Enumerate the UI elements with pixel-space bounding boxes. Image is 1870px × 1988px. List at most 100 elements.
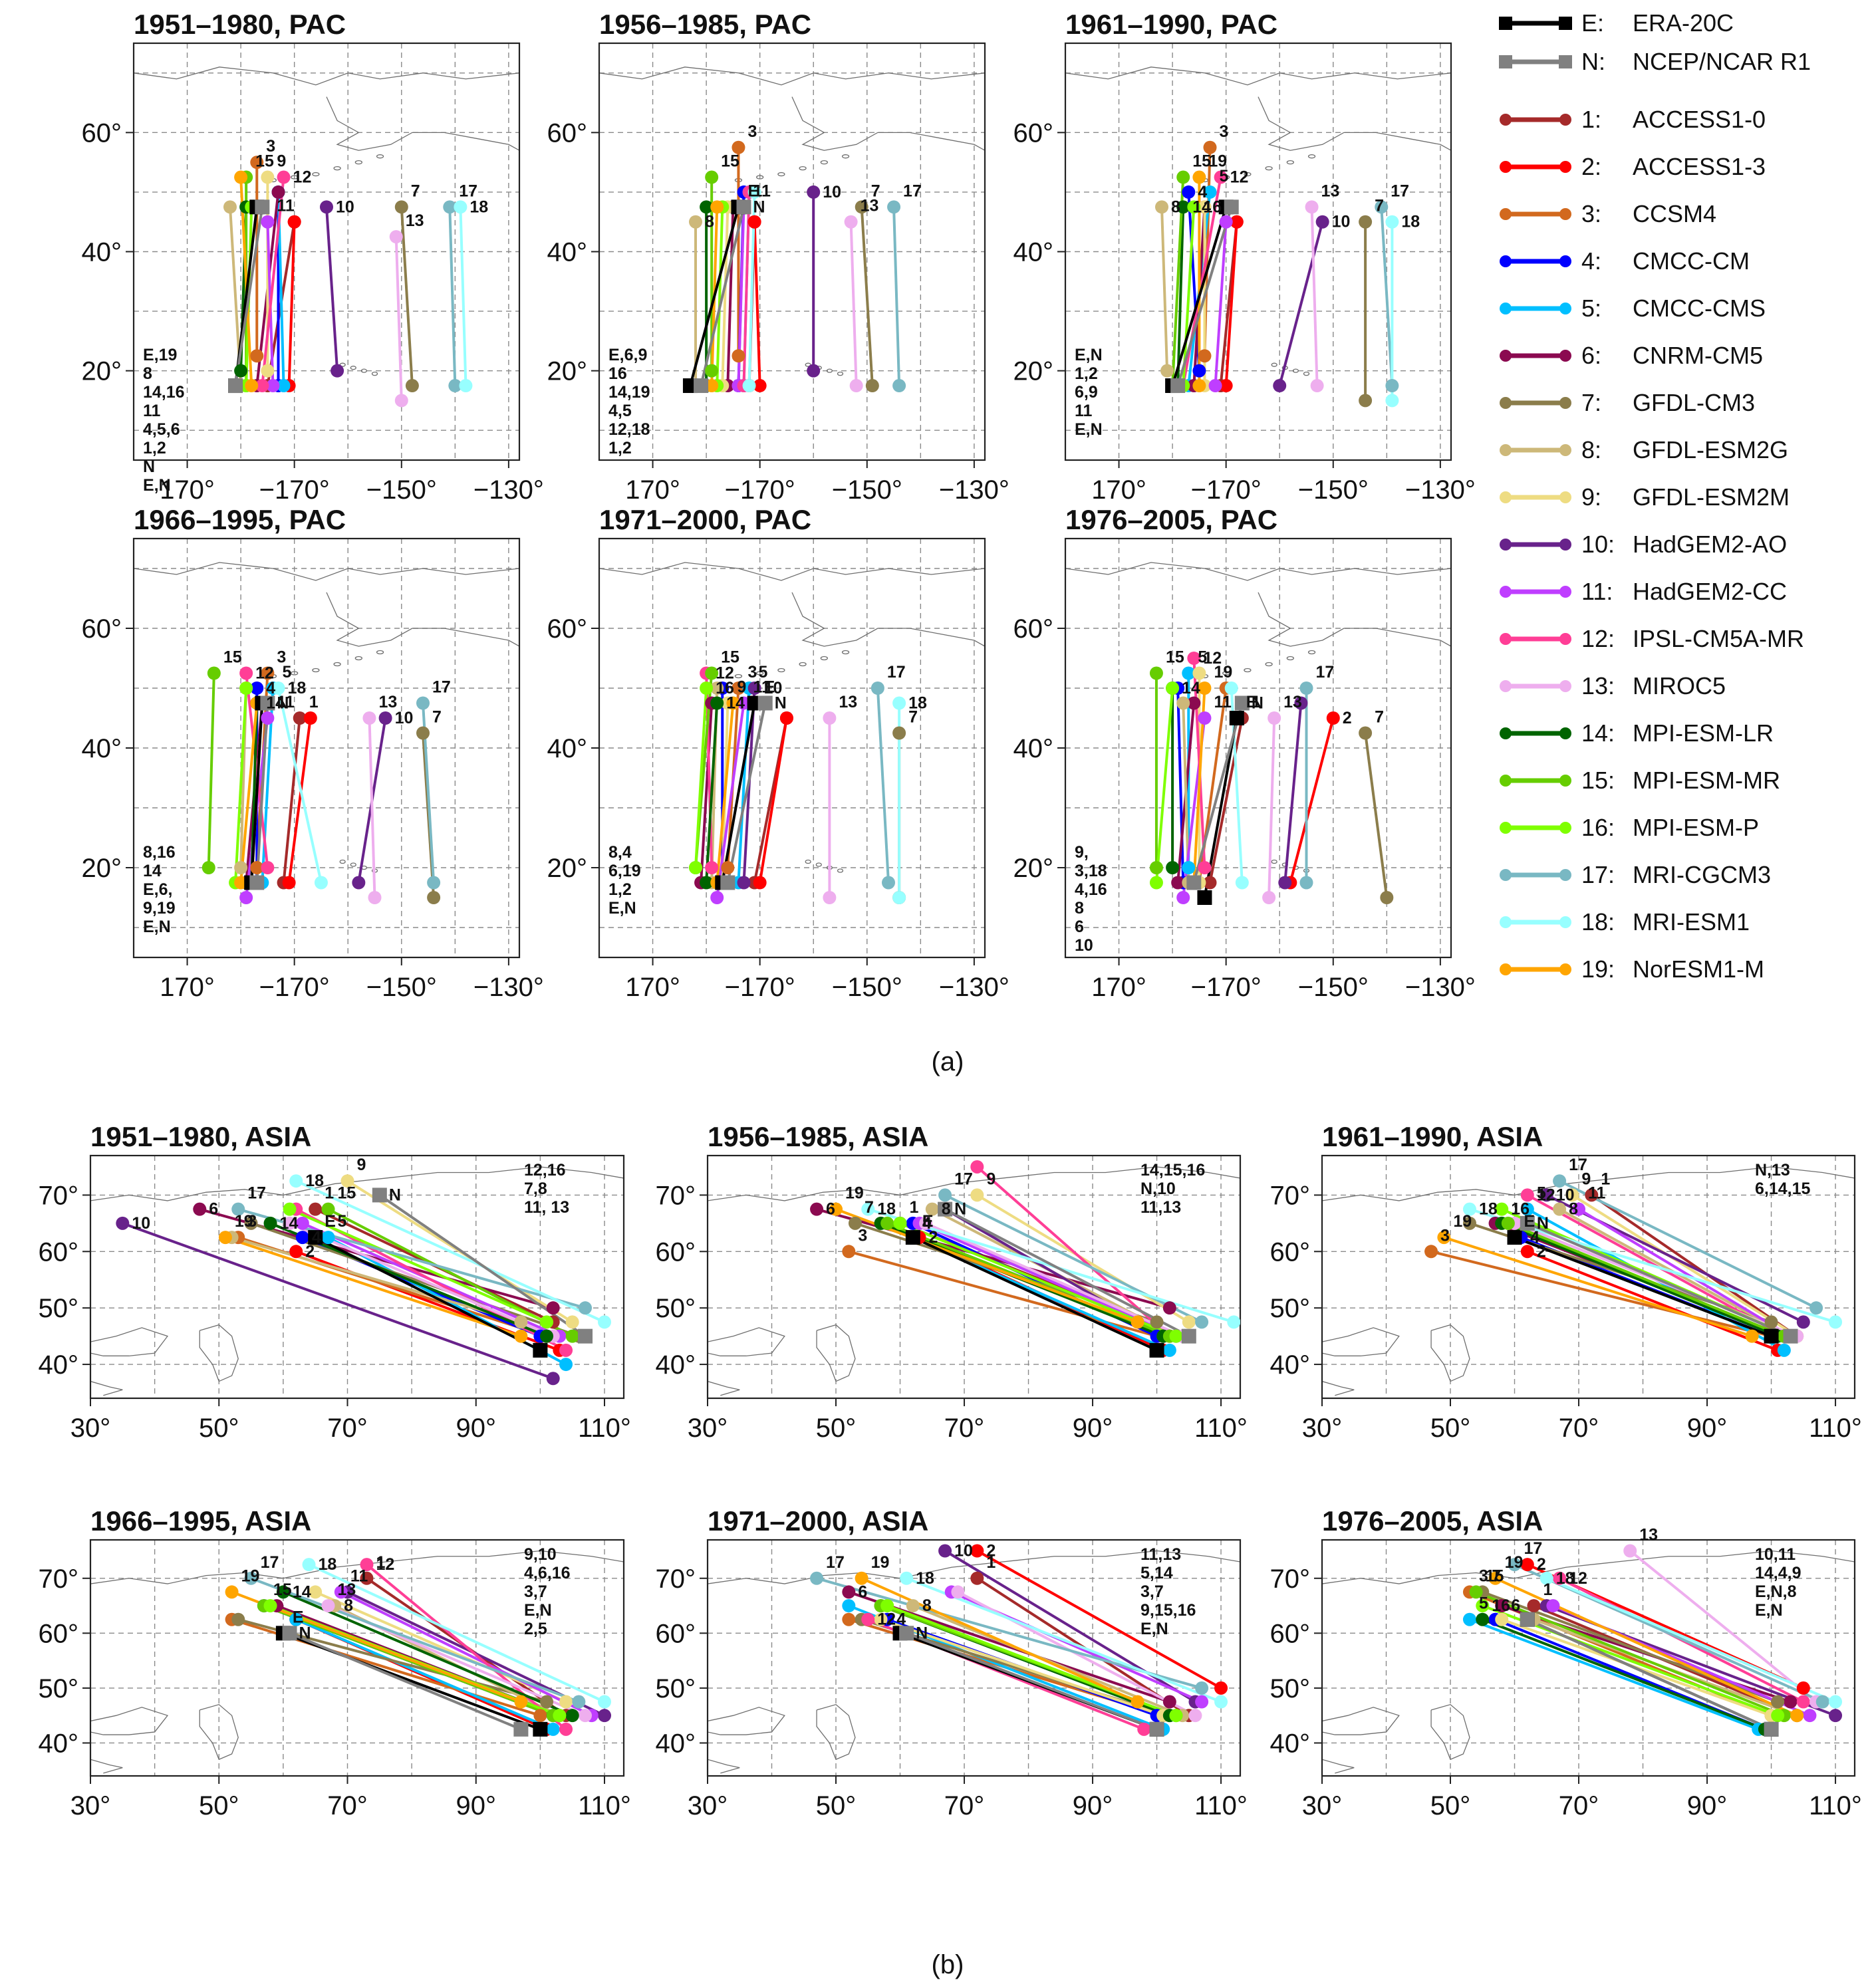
coastline (134, 562, 519, 581)
point-label: 13 (1639, 1526, 1658, 1545)
point-label: N (1537, 1214, 1549, 1233)
point-label: E (747, 182, 759, 200)
circle-marker (1195, 1695, 1209, 1709)
island (734, 674, 743, 679)
island (837, 371, 844, 376)
segment-line (721, 703, 756, 883)
circle-marker (1829, 1695, 1843, 1709)
legend-square-marker (1559, 55, 1572, 68)
legend-name: CCSM4 (1633, 200, 1716, 227)
point-label: 8 (1171, 197, 1180, 216)
x-tick-label: 110° (1194, 1414, 1248, 1443)
point-label: 5 (1198, 648, 1207, 667)
circle-marker (705, 666, 719, 680)
circle-marker (223, 200, 237, 214)
segment-line (694, 687, 708, 868)
group-annotation: 9,10 (524, 1545, 557, 1564)
segment-line (705, 703, 719, 883)
segment-line (289, 1207, 547, 1324)
segment-line (340, 1590, 593, 1717)
circle-marker (810, 1571, 824, 1585)
legend-code: 4: (1581, 247, 1601, 275)
circle-marker (276, 1585, 290, 1599)
y-tick-label: 60° (1013, 118, 1054, 148)
group-annotations: N,136,14,15 (1755, 1161, 1811, 1198)
circle-marker (565, 1315, 579, 1329)
circle-marker (747, 682, 761, 695)
circle-marker (193, 1202, 207, 1216)
circle-marker (1182, 185, 1196, 199)
circle-marker (887, 200, 901, 214)
point-label: 12 (877, 1610, 896, 1629)
circle-marker (448, 379, 462, 393)
point-label: 9 (277, 152, 286, 171)
coastline (599, 66, 985, 86)
segment-line (263, 1604, 554, 1717)
segment-line (1577, 1207, 1792, 1338)
group-annotation: E,6,9 (608, 346, 647, 364)
circle-marker (546, 1301, 560, 1315)
circle-marker (579, 1301, 593, 1315)
plot-frame (89, 1154, 625, 1400)
point-label: 11 (753, 678, 771, 697)
coastline (791, 96, 985, 151)
circle-marker (807, 185, 821, 199)
x-tick-label: 30° (70, 1791, 111, 1820)
y-tick-label: 40° (39, 1729, 79, 1758)
group-annotation: 10 (1075, 936, 1093, 955)
point-label: 14 (726, 694, 745, 713)
x-tick-label: 70° (1559, 1791, 1599, 1820)
legend-circle-marker (1559, 161, 1571, 173)
group-annotation: 2,5 (524, 1620, 547, 1638)
legend-square-marker (1559, 17, 1572, 30)
legend-entry: 1: ACCESS1-0 (1500, 106, 1766, 133)
circle-marker (598, 1709, 612, 1723)
point-label: 18 (877, 1200, 896, 1219)
circle-marker (1187, 652, 1201, 665)
square-marker (694, 378, 709, 394)
circle-marker (533, 1709, 547, 1723)
legend-name: ACCESS1-0 (1633, 106, 1766, 133)
x-tick-label: 90° (1687, 1414, 1728, 1443)
segment-line (1501, 1222, 1778, 1338)
legend-circle-marker (1559, 114, 1571, 126)
circle-marker (378, 711, 392, 725)
segment-line (245, 673, 269, 868)
legend-circle-marker (1559, 633, 1571, 645)
island (291, 671, 299, 676)
group-annotation: E,19 (143, 346, 177, 364)
point-label: 9 (357, 1156, 366, 1174)
circle-marker (1162, 1695, 1176, 1709)
point-label: 16 (1492, 1596, 1510, 1615)
group-annotation: 11, 13 (524, 1198, 569, 1217)
coastline (599, 562, 985, 581)
gridlines (1322, 1540, 1855, 1776)
point-label: 10 (1556, 1185, 1575, 1204)
legend-name: GFDL-CM3 (1633, 389, 1755, 416)
point-label: 11 (277, 693, 295, 711)
legend-entry: 3: CCSM4 (1500, 200, 1716, 227)
legend-code: 9: (1581, 483, 1601, 511)
circle-marker (1553, 1571, 1567, 1585)
circle-marker (1501, 1216, 1515, 1230)
y-tick-label: 70° (39, 1181, 79, 1210)
group-annotation: E,N (143, 476, 171, 495)
circle-marker (779, 711, 793, 725)
y-tick-label: 20° (1013, 357, 1054, 386)
square-marker (905, 1230, 920, 1245)
circle-marker (710, 682, 724, 695)
circle-marker (970, 1544, 984, 1558)
segment-line (261, 177, 285, 386)
segment-line (1289, 717, 1335, 884)
panel-title: 1951–1980, ASIA (90, 1121, 311, 1152)
circle-marker (880, 1599, 894, 1613)
circle-marker (1375, 200, 1389, 214)
segment-line (700, 703, 714, 883)
point-label: 8 (942, 1200, 951, 1219)
legend-entry: 16: MPI-ESM-P (1500, 814, 1759, 841)
chart-panel: 1971–2000, ASIA 30° 50° 70° 90° 110° 40° 50° 60°… (656, 1505, 1248, 1820)
y-tick-label: 60° (1270, 1237, 1311, 1267)
circle-marker (239, 891, 253, 904)
y-tick-label: 40° (1013, 734, 1054, 763)
